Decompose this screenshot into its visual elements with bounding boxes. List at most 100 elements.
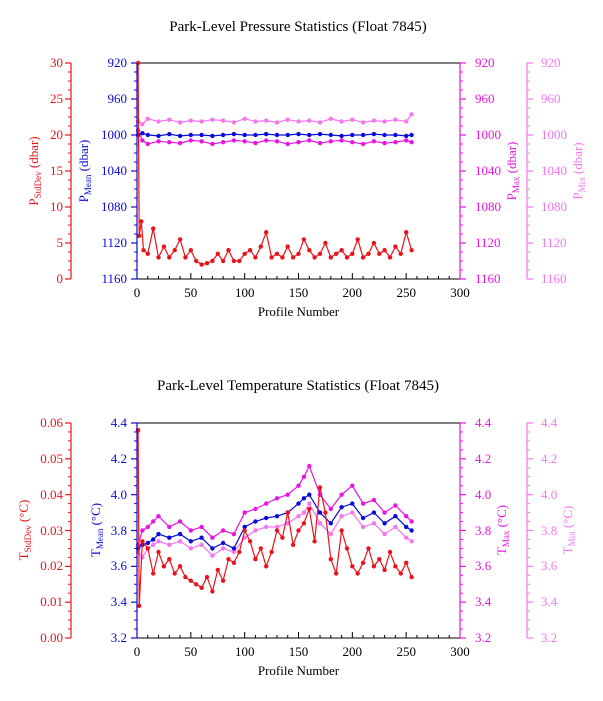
data-point — [140, 131, 145, 136]
data-point — [253, 519, 258, 524]
data-point — [409, 539, 414, 544]
pressure-plot-frame — [136, 62, 461, 280]
data-point — [360, 141, 366, 147]
x-axis-label: Profile Number — [258, 663, 340, 678]
data-point — [167, 542, 172, 547]
data-point — [156, 255, 161, 260]
data-point — [274, 524, 280, 530]
data-point — [339, 514, 344, 519]
data-point — [377, 251, 382, 256]
pressure-plot-area — [65, 62, 533, 280]
data-point — [167, 140, 172, 145]
data-point — [404, 119, 409, 124]
temperature-mean-axis: 4.4 4.2 4.0 3.8 3.6 3.4 3.2 TMean (°C) — [88, 415, 138, 645]
y-tick-label: 4.4 — [541, 415, 558, 430]
data-point — [382, 119, 387, 124]
y-tick-label: 1120 — [541, 235, 567, 250]
y-axis-label: TMax (°C) — [494, 505, 511, 555]
y-axis-label: TStdDev (°C) — [16, 500, 33, 561]
data-point — [274, 514, 280, 519]
data-point — [210, 141, 215, 147]
data-point — [264, 230, 269, 235]
data-point — [220, 546, 226, 551]
data-point — [393, 140, 398, 145]
y-tick-label: 960 — [108, 91, 128, 106]
data-point — [290, 255, 296, 260]
data-point — [156, 119, 161, 124]
data-point — [344, 255, 350, 260]
y-tick-label: 3.2 — [541, 630, 557, 645]
data-point — [404, 560, 409, 565]
data-point — [145, 540, 150, 546]
data-point — [387, 255, 393, 260]
data-point — [274, 132, 280, 138]
x-tick-label: 150 — [289, 644, 309, 659]
data-point — [199, 139, 204, 144]
y-tick-label: 1160 — [475, 271, 501, 286]
data-point — [177, 564, 183, 569]
data-point — [264, 131, 269, 137]
pressure-mean-axis: 920 960 1000 1040 1080 1120 1160 PMean (… — [76, 55, 138, 286]
y-tick-label: 5 — [57, 235, 64, 250]
data-point — [350, 501, 355, 506]
data-point — [296, 483, 301, 488]
data-point — [274, 496, 280, 501]
data-point — [366, 546, 371, 551]
series-line — [137, 130, 412, 145]
data-point — [253, 255, 258, 260]
data-point — [242, 139, 247, 144]
data-point — [274, 120, 280, 125]
data-point — [145, 251, 150, 256]
data-point — [307, 118, 312, 123]
y-tick-label: 3.4 — [475, 594, 492, 609]
data-point — [188, 546, 193, 551]
y-tick-label: 920 — [475, 55, 495, 70]
data-point — [172, 571, 177, 576]
data-point — [220, 528, 226, 533]
series-max — [135, 128, 414, 147]
data-point — [156, 549, 161, 555]
data-point — [253, 557, 258, 562]
data-point — [264, 564, 269, 569]
temperature-stddev-axis: 0.06 0.05 0.04 0.03 0.02 0.01 0.00 TStdD… — [16, 415, 72, 645]
data-point — [156, 514, 161, 519]
data-point — [140, 539, 145, 544]
y-tick-label: 1040 — [541, 163, 567, 178]
y-tick-label: 1080 — [541, 199, 567, 214]
data-point — [231, 531, 237, 537]
data-point — [371, 131, 377, 137]
data-point — [398, 571, 403, 576]
data-point — [194, 258, 199, 264]
data-point — [387, 549, 393, 555]
data-point — [199, 132, 204, 138]
data-point — [317, 510, 323, 515]
data-point — [328, 521, 333, 526]
y-tick-label: 1000 — [475, 127, 501, 142]
data-point — [137, 603, 142, 608]
y-tick-label: 4.2 — [111, 451, 127, 466]
data-point — [237, 258, 242, 264]
y-tick-label: 0.01 — [40, 594, 63, 609]
data-point — [242, 116, 247, 122]
data-point — [145, 524, 150, 530]
data-point — [237, 549, 242, 555]
data-point — [145, 132, 150, 138]
data-point — [323, 240, 328, 246]
y-tick-label: 0.05 — [40, 451, 63, 466]
series-mean — [135, 131, 414, 139]
data-point — [274, 251, 280, 256]
series-line — [137, 132, 412, 137]
data-point — [301, 510, 307, 515]
data-point — [360, 255, 366, 260]
y-tick-label: 3.8 — [475, 523, 491, 538]
data-point — [328, 116, 333, 122]
data-point — [177, 531, 183, 537]
y-tick-label: 0.02 — [40, 558, 63, 573]
pressure-panel: Park-Level Pressure Statistics (Float 78… — [26, 19, 587, 319]
y-tick-label: 1160 — [101, 271, 127, 286]
data-point — [350, 117, 355, 122]
data-point — [344, 546, 350, 551]
data-point — [350, 132, 355, 138]
y-tick-label: 4.4 — [111, 415, 128, 430]
